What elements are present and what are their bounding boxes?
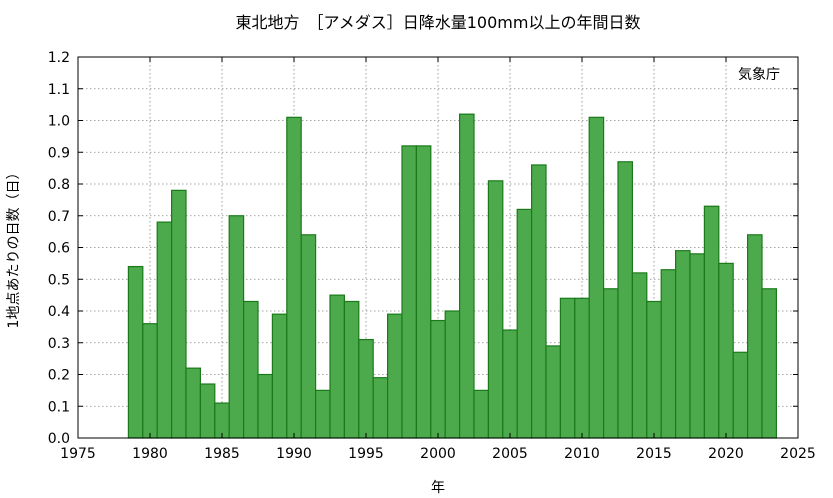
bar-2016 xyxy=(660,269,677,439)
bar-2021 xyxy=(732,351,749,439)
bar-1987 xyxy=(243,300,259,439)
bar-1991 xyxy=(300,234,317,439)
source-label: 気象庁 xyxy=(738,67,780,83)
bar-1995 xyxy=(358,338,374,439)
y-tick-label: 0.9 xyxy=(48,145,70,161)
x-tick-label: 1985 xyxy=(204,446,240,462)
x-tick-label: 1995 xyxy=(348,446,384,462)
bar-2006 xyxy=(516,208,533,439)
bar-1998 xyxy=(401,145,417,439)
bar-2017 xyxy=(674,250,691,439)
bar-2004 xyxy=(487,180,504,439)
y-tick-label: 0.1 xyxy=(48,399,70,415)
chart-title: 東北地方 ［アメダス］日降水量100mm以上の年間日数 xyxy=(236,13,641,32)
bar-2010 xyxy=(574,297,590,439)
y-axis: 0.0 0.1 0.2 0.3 0.4 0.5 0.6 0.7 0.8 0.9 1.0 1.1 1.2 xyxy=(48,50,798,447)
bar-2008 xyxy=(545,345,561,439)
bar-2003 xyxy=(473,389,489,439)
y-tick-label: 0.4 xyxy=(48,304,70,320)
bar-1984 xyxy=(199,383,216,439)
bar-2020 xyxy=(718,262,734,439)
x-tick-label: 2020 xyxy=(708,446,744,462)
bar-2001 xyxy=(444,310,461,439)
bar-2014 xyxy=(631,272,648,439)
bar-2012 xyxy=(602,288,619,439)
bar-1996 xyxy=(372,377,389,439)
y-tick-label: 0.6 xyxy=(48,241,70,257)
bar-2018 xyxy=(689,253,705,439)
x-tick-label: 2015 xyxy=(636,446,672,462)
bar-1980 xyxy=(142,323,158,439)
bar-2011 xyxy=(588,116,605,439)
bar-2022 xyxy=(746,234,763,439)
x-tick-label: 2010 xyxy=(564,446,600,462)
bar-1983 xyxy=(185,367,201,439)
bar-1994 xyxy=(343,300,360,439)
y-tick-label: 0.0 xyxy=(48,431,70,447)
bar-1988 xyxy=(257,373,273,439)
bar-2000 xyxy=(430,319,446,439)
bar-1992 xyxy=(315,389,331,439)
bar-2002 xyxy=(459,113,475,439)
x-tick-label: 2000 xyxy=(420,446,456,462)
x-tick-label: 1980 xyxy=(132,446,168,462)
bar-1982 xyxy=(171,189,187,439)
y-tick-label: 1.1 xyxy=(48,82,70,98)
bar-2013 xyxy=(617,161,633,439)
x-axis: 1975 1980 1985 1990 1995 2000 2005 2010 2015 2020… xyxy=(60,57,816,462)
x-tick-label: 2005 xyxy=(492,446,528,462)
y-tick-label: 0.8 xyxy=(48,177,70,193)
bar-1993 xyxy=(329,294,345,439)
y-tick-label: 1.2 xyxy=(48,50,70,66)
y-tick-label: 0.3 xyxy=(48,336,70,352)
bar-1981 xyxy=(156,221,173,439)
bar-1989 xyxy=(271,313,288,439)
y-tick-label: 0.5 xyxy=(48,272,70,288)
y-tick-label: 0.2 xyxy=(48,368,70,384)
bars-layer xyxy=(127,113,777,439)
bar-2009 xyxy=(559,297,576,439)
bar-1997 xyxy=(387,313,403,439)
bar-1979 xyxy=(127,265,144,439)
bar-2015 xyxy=(646,300,662,439)
bar-1990 xyxy=(286,116,302,439)
x-tick-label: 1975 xyxy=(60,446,96,462)
y-axis-label: 1地点あたりの日数（日） xyxy=(6,166,22,329)
bar-2019 xyxy=(703,205,720,439)
x-axis-label: 年 xyxy=(431,480,445,496)
y-tick-label: 1.0 xyxy=(48,114,70,130)
bar-2007 xyxy=(530,164,547,439)
bar-1999 xyxy=(415,145,432,439)
x-tick-label: 1990 xyxy=(276,446,312,462)
bar-2023 xyxy=(761,288,777,439)
bar-1985 xyxy=(214,402,230,439)
y-tick-label: 0.7 xyxy=(48,209,70,225)
bar-1986 xyxy=(228,215,245,439)
bar-2005 xyxy=(502,329,518,439)
x-tick-label: 2025 xyxy=(780,446,816,462)
